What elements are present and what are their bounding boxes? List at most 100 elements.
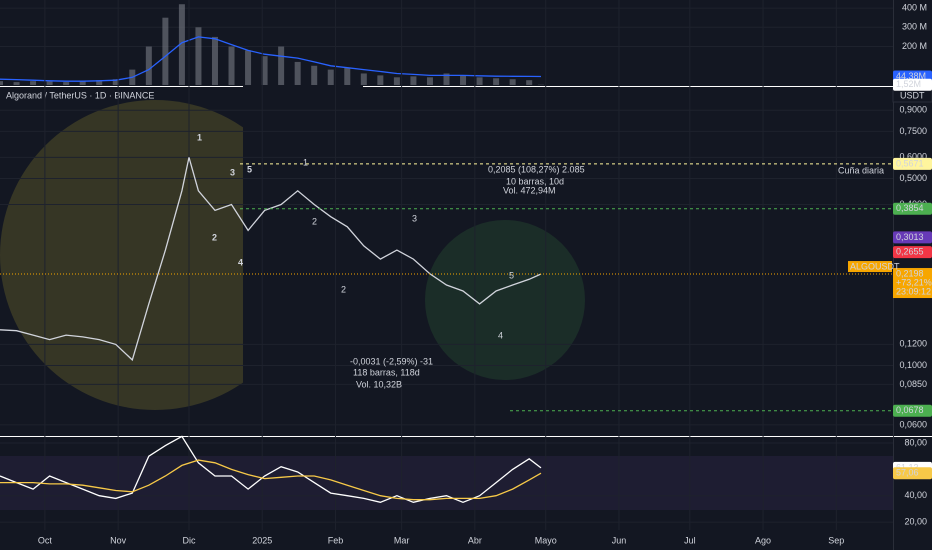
x-tick-label: Feb: [328, 535, 344, 545]
volume-bar: [79, 81, 86, 85]
last-price: 0,2198: [896, 268, 924, 278]
volume-bar: [476, 77, 483, 85]
symbol-tag: [848, 261, 892, 273]
volume-bar: [112, 79, 119, 85]
y-tick-label: 40,00: [904, 490, 927, 500]
price-line: [0, 157, 542, 362]
price-tag-label: 44,38M: [896, 71, 926, 81]
annotation: -0,0031 (-2,59%) -31: [350, 356, 433, 366]
volume-bar: [377, 75, 384, 85]
y-tick-label: 0,1200: [899, 339, 927, 349]
volume-bar: [13, 82, 20, 85]
annotation: 3: [230, 167, 235, 177]
x-tick-label: Oct: [38, 535, 53, 545]
currency[interactable]: USDT: [900, 90, 925, 100]
annotation: 1: [303, 157, 308, 167]
indicator-line: [0, 36, 542, 82]
price-tag-label: 0,0678: [896, 405, 924, 415]
volume-bar: [195, 27, 202, 85]
volume-bar: [360, 73, 367, 85]
volume-bar: [311, 65, 318, 85]
volume-bar: [426, 77, 433, 85]
volume-bar: [278, 46, 285, 85]
y-tick-label: 0,5000: [899, 173, 927, 183]
rsi-band: [0, 456, 893, 510]
annotation: 4: [498, 330, 503, 340]
volume-bar: [96, 80, 103, 85]
volume-bar: [443, 73, 450, 85]
x-tick-label: Jun: [612, 535, 627, 545]
volume-bar: [46, 81, 53, 85]
annotation: 5: [509, 270, 514, 280]
volume-bar: [261, 56, 268, 85]
volume-bar: [294, 61, 301, 85]
y-tick-label: 300 M: [902, 22, 927, 32]
symbol-tag-label: ALGOUSDT: [850, 261, 900, 271]
zone-circle: [0, 100, 310, 410]
x-tick-label: Sep: [828, 535, 844, 545]
price-tag: [893, 404, 932, 417]
x-tick-label: 2025: [252, 535, 272, 545]
y-tick-label: 200 M: [902, 41, 927, 51]
price-tag: [893, 157, 932, 170]
annotation: Vol. 10,32B: [356, 379, 402, 389]
indicator-line: [0, 459, 542, 501]
volume-bar: [245, 50, 252, 85]
zone-mask: [243, 85, 363, 435]
volume-bar: [0, 81, 3, 85]
price-tag-label: 0,3854: [896, 203, 924, 213]
volume-bar: [228, 46, 235, 85]
y-tick-label: 0,1000: [899, 360, 927, 370]
annotation: Cuña diaria: [838, 165, 884, 175]
price-tag-label: 0,5671: [896, 158, 924, 168]
x-tick-label: Nov: [110, 535, 127, 545]
volume-bar: [162, 17, 169, 86]
price-tag-label: 0,2655: [896, 246, 924, 256]
annotation: 1: [197, 132, 202, 142]
y-tick-label: 0,0600: [899, 419, 927, 429]
price-tag: [893, 78, 932, 91]
x-tick-label: Mar: [394, 535, 410, 545]
annotation: 5: [247, 164, 252, 174]
x-tick-label: Ago: [755, 535, 771, 545]
volume-bar: [410, 76, 417, 85]
x-tick-label: Dic: [182, 535, 195, 545]
y-tick-label: 80,00: [904, 437, 927, 447]
volume-bar: [178, 4, 185, 86]
annotation: 118 barras, 118d: [353, 367, 420, 377]
volume-bar: [327, 69, 334, 85]
y-tick-label: 400 M: [902, 2, 927, 12]
x-tick-label: Abr: [468, 535, 482, 545]
volume-bar: [30, 81, 37, 85]
volume-bar: [145, 46, 152, 85]
y-tick-label: 0,6000: [899, 152, 927, 162]
x-tick-label: Mayo: [535, 535, 557, 545]
x-tick-label: Jul: [684, 535, 696, 545]
y-tick-label: 0,7500: [899, 126, 927, 136]
annotation: 0,2085 (108,27%) 2.085: [488, 164, 585, 174]
price-tag-label: 0,3013: [896, 232, 924, 242]
price-tag: [893, 246, 932, 259]
y-tick-label: 20,00: [904, 516, 927, 526]
volume-bar: [526, 80, 533, 85]
volume-bar: [63, 82, 70, 85]
volume-bar: [393, 77, 400, 85]
zone-circle: [425, 220, 585, 380]
price-tag: [893, 467, 932, 480]
annotation: 3: [412, 213, 417, 223]
price-tag: [893, 202, 932, 215]
price-tag-label: 57,06: [896, 468, 919, 478]
countdown: 23:09:12: [896, 286, 931, 296]
volume-bar: [460, 75, 467, 85]
volume-bar: [509, 79, 516, 85]
volume-bar: [211, 36, 218, 85]
annotation: 10 barras, 10d: [506, 176, 564, 186]
volume-bar: [344, 67, 351, 85]
symbol-title: Algorand / TetherUS · 1D · BINANCE: [6, 90, 154, 100]
volume-bar: [493, 78, 500, 85]
annotation: 2: [341, 284, 346, 294]
last-box: [893, 268, 932, 299]
annotation: 2: [212, 232, 217, 242]
